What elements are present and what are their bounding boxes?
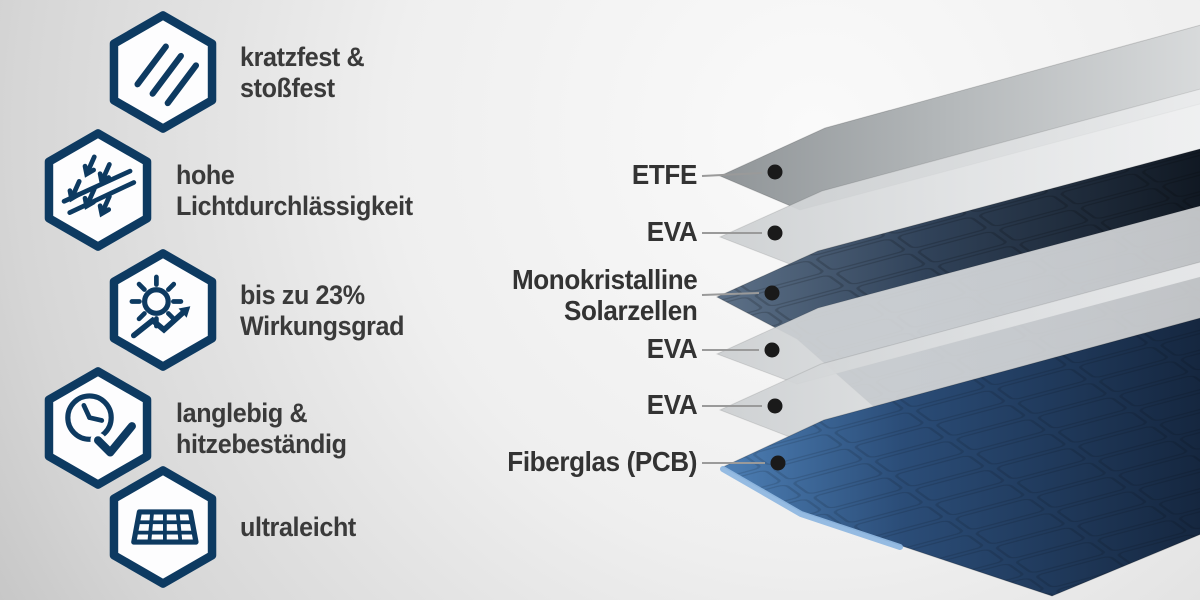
layer-dot-eva-lower	[767, 398, 783, 414]
layer-dot-eva-top	[767, 225, 783, 241]
layer-label-fiberglas: Fiberglas (PCB)	[507, 446, 697, 477]
layer-etfe-shape	[718, 24, 1200, 211]
layer-eva-top-shape	[718, 88, 1200, 269]
longevity-heat-resistant-icon	[44, 367, 152, 489]
leader-line-etfe	[701, 172, 763, 177]
layer-eva-lower-shape	[718, 261, 1200, 442]
layer-dot-solar-cells	[764, 285, 780, 301]
layer-label-eva-mid: EVA	[646, 333, 698, 364]
layer-label-etfe: ETFE	[631, 159, 697, 190]
scratch-impact-resistant-icon	[109, 11, 217, 133]
layer-dot-etfe	[767, 164, 783, 180]
layer-label-solar-cells: Monokristalline Solarzellen	[511, 264, 698, 326]
ultralight-panel-icon	[109, 466, 217, 588]
layer-dot-fiberglas	[770, 455, 786, 471]
feature-label-ultralight: ultraleicht	[240, 512, 356, 542]
feature-label-longevity: langlebig & hitzebeständig	[176, 398, 347, 459]
feature-label-scratch-proof: kratzfest & stoßfest	[240, 42, 365, 103]
layer-eva-mid-shape	[715, 205, 1200, 385]
layer-dot-eva-mid	[764, 342, 780, 358]
efficiency-sun-icon	[109, 249, 217, 371]
fiberglas-front-edge	[720, 466, 903, 550]
feature-label-light-transmission: hohe Lichtdurchlässigkeit	[176, 160, 413, 221]
leader-line-solar-cells	[701, 292, 760, 296]
layer-label-eva-lower: EVA	[646, 389, 698, 420]
feature-label-efficiency: bis zu 23% Wirkungsgrad	[240, 280, 405, 341]
layer-label-eva-top: EVA	[646, 216, 698, 247]
layer-fiberglas-grid	[723, 318, 1200, 596]
light-transmission-icon	[44, 129, 152, 251]
